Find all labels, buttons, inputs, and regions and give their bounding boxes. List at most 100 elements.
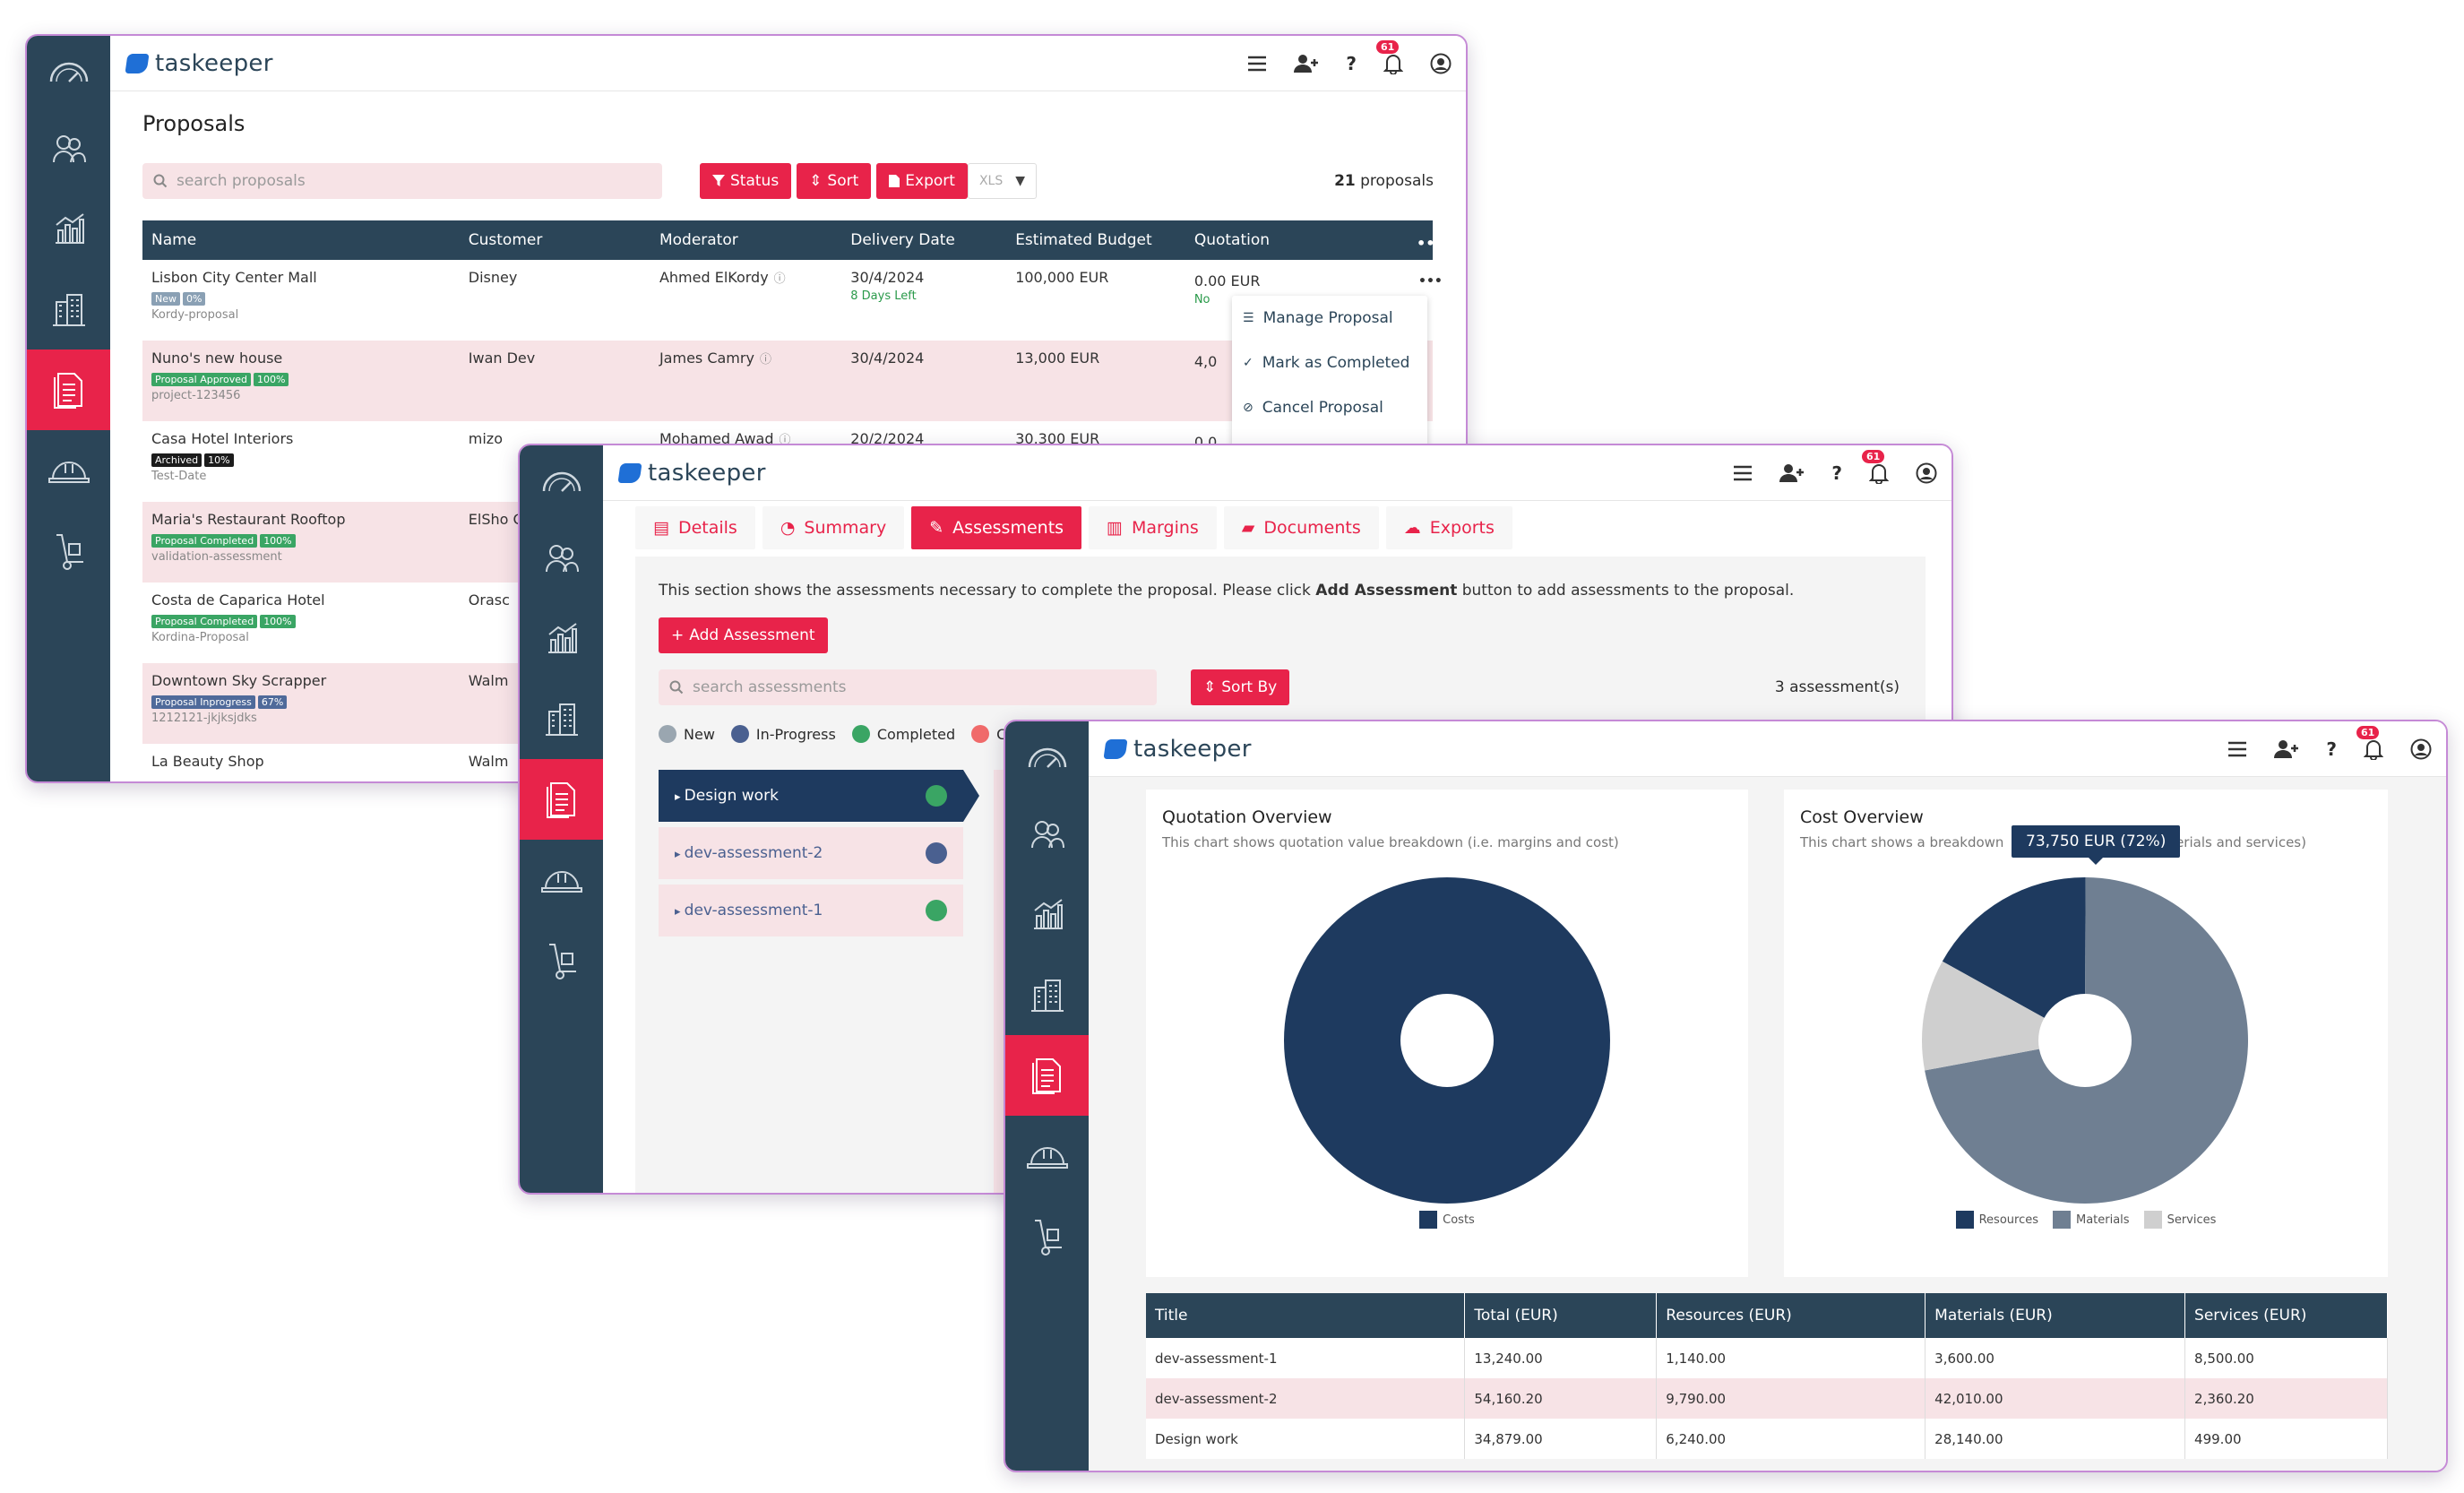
sidebar-item-reports[interactable] [27, 188, 110, 269]
table-row[interactable]: dev-assessment-2 54,160.20 9,790.00 42,010.… [1146, 1378, 2388, 1419]
menu-icon[interactable] [1733, 465, 1753, 481]
proposal-ref: 1212121-jkjksjdks [151, 712, 257, 725]
tab-summary[interactable]: ◔ Summary [762, 506, 905, 549]
add-user-icon[interactable] [1294, 54, 1319, 73]
column-header[interactable]: Quotation [1185, 220, 1415, 260]
sidebar-item-buildings[interactable] [1005, 954, 1089, 1035]
tab-documents[interactable]: ▰ Documents [1223, 506, 1379, 549]
sidebar-item-users[interactable] [27, 108, 110, 188]
budget-cell: 13,000 EUR [1015, 350, 1100, 367]
info-icon[interactable]: ⓘ [759, 353, 771, 367]
sort-button[interactable]: ⇕ Sort [797, 163, 872, 199]
info-icon[interactable]: ⓘ [773, 272, 786, 286]
proposal-name[interactable]: Maria's Restaurant Rooftop [151, 511, 346, 528]
logo[interactable]: taskeeper [125, 50, 273, 77]
sidebar-item-proposals[interactable] [27, 350, 110, 430]
column-header[interactable]: Total (EUR) [1464, 1293, 1658, 1338]
legend-item[interactable]: Materials [2052, 1211, 2130, 1229]
proposal-name[interactable]: La Beauty Shop [151, 753, 264, 770]
assessment-item[interactable]: ▸ dev-assessment-1 [659, 885, 963, 936]
proposal-name[interactable]: Costa de Caparica Hotel [151, 591, 325, 608]
proposal-name[interactable]: Nuno's new house [151, 350, 283, 367]
column-header[interactable]: Services (EUR) [2184, 1293, 2388, 1338]
pie-slice-resources[interactable] [1942, 877, 2086, 1040]
column-header[interactable]: Resources (EUR) [1656, 1293, 1926, 1338]
add-assessment-button[interactable]: + Add Assessment [659, 617, 828, 653]
legend-item[interactable]: Costs [1419, 1211, 1475, 1229]
user-avatar-icon[interactable] [1916, 462, 1937, 484]
sidebar-item-construction[interactable] [520, 840, 603, 920]
proposal-ref: validation-assessment [151, 550, 282, 564]
column-header[interactable]: Delivery Date [841, 220, 1007, 260]
logo[interactable]: taskeeper [1103, 736, 1252, 763]
menu-item[interactable]: ✓ Mark as Completed [1232, 341, 1427, 385]
search-assessments-input[interactable]: search assessments [659, 669, 1157, 705]
add-user-icon[interactable] [2274, 739, 2299, 759]
table-cell: 6,240.00 [1656, 1419, 1926, 1459]
column-header[interactable]: Name [142, 220, 460, 260]
assessment-list: ▸ Design work ▸ dev-assessment-2 ▸ dev-ass… [659, 770, 979, 942]
sidebar-item-proposals[interactable] [520, 759, 603, 840]
search-proposals-input[interactable]: search proposals [142, 163, 662, 199]
menu-icon[interactable] [1247, 56, 1267, 72]
active-arrow [963, 770, 979, 822]
proposal-name[interactable]: Casa Hotel Interiors [151, 430, 294, 447]
table-row[interactable]: dev-assessment-1 13,240.00 1,140.00 3,600.0… [1146, 1338, 2388, 1378]
logo[interactable]: taskeeper [617, 460, 766, 487]
legend-item[interactable]: Resources [1955, 1211, 2038, 1229]
export-format-select[interactable]: XLS ▼ [967, 163, 1037, 199]
sidebar-item-users[interactable] [1005, 793, 1089, 874]
sidebar-item-proposals[interactable] [1005, 1035, 1089, 1116]
column-header[interactable]: Materials (EUR) [1925, 1293, 2186, 1338]
sidebar-item-buildings[interactable] [27, 269, 110, 350]
notifications-button[interactable]: 61 [2356, 726, 2383, 760]
assessment-item[interactable]: ▸ Design work [659, 770, 979, 822]
proposal-name[interactable]: Lisbon City Center Mall [151, 269, 317, 286]
tab-assessments[interactable]: ✎ Assessments [911, 506, 1082, 549]
table-row[interactable]: Nuno's new house Proposal Approved 100% pro… [142, 341, 1433, 421]
sidebar-item-construction[interactable] [27, 430, 110, 511]
help-icon[interactable]: ? [2326, 738, 2337, 760]
export-button[interactable]: Export [876, 163, 968, 199]
sidebar-item-dashboard[interactable] [27, 36, 110, 108]
notifications-button[interactable]: 61 [1376, 40, 1403, 74]
column-header[interactable]: Estimated Budget [1006, 220, 1185, 260]
help-icon[interactable]: ? [1831, 462, 1842, 484]
add-assessment-label: Add Assessment [689, 626, 815, 644]
sidebar-item-materials[interactable] [1005, 1196, 1089, 1277]
sidebar-item-construction[interactable] [1005, 1116, 1089, 1196]
sidebar-item-reports[interactable] [520, 598, 603, 678]
sidebar-item-materials[interactable] [27, 511, 110, 591]
user-avatar-icon[interactable] [1430, 53, 1452, 74]
column-header[interactable]: Customer [459, 220, 650, 260]
assessment-name: dev-assessment-1 [684, 902, 823, 919]
sort-by-button[interactable]: ⇕ Sort By [1191, 669, 1290, 705]
sidebar-item-materials[interactable] [520, 920, 603, 1001]
table-row[interactable]: Lisbon City Center Mall New 0% Kordy-propos… [142, 260, 1433, 341]
legend-item[interactable]: Services [2143, 1211, 2216, 1229]
assessment-item[interactable]: ▸ dev-assessment-2 [659, 827, 963, 879]
sidebar-item-dashboard[interactable] [1005, 721, 1089, 793]
tab-margins[interactable]: ▥ Margins [1089, 506, 1217, 549]
sidebar-item-dashboard[interactable] [520, 445, 603, 517]
status-filter-button[interactable]: Status [700, 163, 792, 199]
user-avatar-icon[interactable] [2410, 738, 2432, 760]
delivery-date: 20/2/2024 [850, 430, 925, 447]
row-more-icon[interactable]: ••• [1418, 274, 1443, 289]
menu-item[interactable]: ☰ Manage Proposal [1232, 296, 1427, 341]
sidebar-item-reports[interactable] [1005, 874, 1089, 954]
row-menu-trigger[interactable]: ••• [1417, 235, 1444, 252]
tab-details[interactable]: ▤ Details [635, 506, 755, 549]
notifications-button[interactable]: 61 [1862, 450, 1889, 484]
tab-exports[interactable]: ☁ Exports [1385, 506, 1512, 549]
column-header[interactable]: Moderator [650, 220, 842, 260]
sidebar-item-buildings[interactable] [520, 678, 603, 759]
column-header[interactable]: Title [1146, 1293, 1466, 1338]
table-row[interactable]: Design work 34,879.00 6,240.00 28,140.00 499… [1146, 1419, 2388, 1459]
help-icon[interactable]: ? [1346, 53, 1357, 74]
sidebar-item-users[interactable] [520, 517, 603, 598]
add-user-icon[interactable] [1779, 463, 1805, 483]
menu-icon[interactable] [2227, 741, 2247, 757]
proposal-name[interactable]: Downtown Sky Scrapper [151, 672, 327, 689]
menu-item[interactable]: ⊘ Cancel Proposal [1232, 385, 1427, 430]
